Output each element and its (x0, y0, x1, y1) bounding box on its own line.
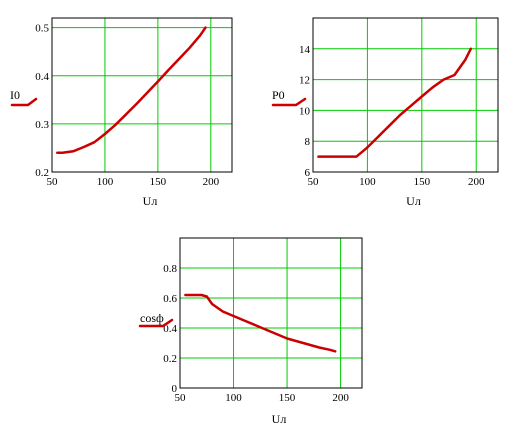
x-tick-label: 100 (225, 392, 242, 404)
y-tick-label: 6 (305, 167, 311, 179)
chart-2: 50 100 150 200 6 8 10 12 14 P0 Uл (271, 17, 499, 208)
y-tick-label: 0.3 (35, 119, 49, 131)
series-line (184, 293, 337, 353)
y-axis-label: I0 (10, 88, 20, 102)
series-line (317, 47, 473, 158)
plot-frame (179, 237, 363, 389)
y-axis-label: cosф (140, 311, 164, 325)
y-tick-label: 14 (299, 44, 311, 56)
x-tick-label: 150 (414, 176, 431, 188)
x-tick-label: 100 (97, 176, 114, 188)
y-tick-label: 10 (299, 105, 311, 117)
chart-3: 50 100 150 200 0 0.2 0.4 0.6 0.8 cosф Uл (138, 237, 363, 426)
x-tick-label: 100 (359, 176, 376, 188)
x-axis-label: Uл (406, 194, 421, 208)
x-tick-label: 50 (308, 176, 320, 188)
x-axis-label: Uл (272, 412, 287, 426)
x-tick-label: 50 (47, 176, 59, 188)
y-axis-label: P0 (272, 88, 285, 102)
y-tick-label: 0.2 (35, 167, 49, 179)
chart-1: 50 100 150 200 0.2 0.3 0.4 0.5 I0 Uл (10, 17, 233, 208)
series-line (56, 26, 207, 155)
trace-legend-marker (138, 318, 174, 328)
y-tick-label: 0.8 (163, 263, 177, 275)
y-tick-label: 0.2 (163, 353, 177, 365)
plot-frame (51, 17, 233, 173)
x-tick-label: 200 (332, 392, 349, 404)
x-tick-label: 200 (468, 176, 485, 188)
y-tick-label: 12 (299, 75, 310, 87)
x-tick-label: 150 (279, 392, 296, 404)
trace-legend-marker (271, 97, 307, 107)
x-tick-label: 150 (150, 176, 167, 188)
trace-legend-marker (10, 97, 38, 107)
y-tick-label: 0 (172, 383, 178, 395)
y-tick-label: 0.4 (163, 323, 177, 335)
x-tick-label: 50 (175, 392, 187, 404)
x-axis-label: Uл (143, 194, 158, 208)
y-tick-label: 0.6 (163, 293, 177, 305)
y-tick-label: 8 (305, 136, 311, 148)
plot-frame (312, 17, 499, 173)
x-tick-label: 200 (203, 176, 220, 188)
y-tick-label: 0.5 (35, 23, 49, 35)
y-tick-label: 0.4 (35, 71, 49, 83)
